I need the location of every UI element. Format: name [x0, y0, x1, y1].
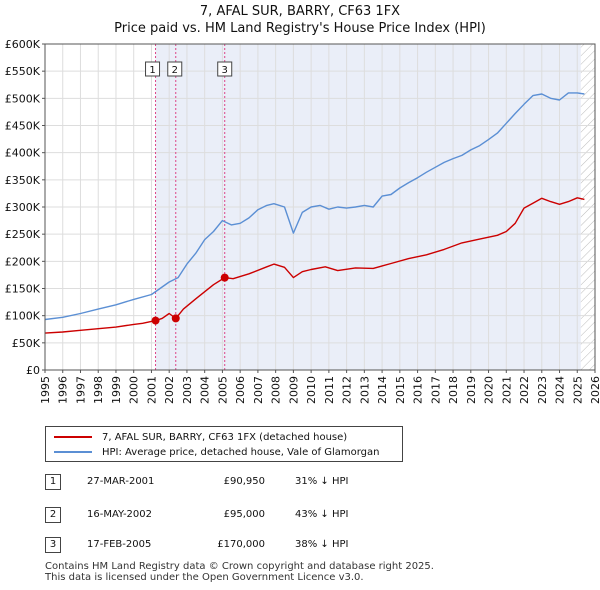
x-tick-label: 2019 [465, 376, 478, 404]
y-tick-label: £100K [5, 310, 41, 323]
sale-number: 1 [45, 474, 61, 490]
x-tick-label: 2000 [128, 376, 141, 404]
x-tick-label: 2022 [518, 376, 531, 404]
x-tick-label: 2017 [429, 376, 442, 404]
y-tick-label: £550K [5, 65, 41, 78]
y-tick-label: £600K [5, 38, 41, 51]
x-tick-label: 2016 [412, 376, 425, 404]
sale-number: 3 [45, 537, 61, 553]
sale-price: £90,950 [223, 476, 265, 487]
y-tick-label: £0 [26, 364, 40, 377]
x-tick-label: 2004 [199, 376, 212, 404]
sale-row: 2 16-MAY-2002 £95,000 43% ↓ HPI [45, 507, 445, 525]
sale-label-text: 2 [172, 65, 178, 76]
x-tick-label: 2003 [181, 376, 194, 404]
sale-row: 3 17-FEB-2005 £170,000 38% ↓ HPI [45, 537, 445, 555]
x-tick-label: 1997 [74, 376, 87, 404]
y-tick-label: £200K [5, 255, 41, 268]
legend-property-label: 7, AFAL SUR, BARRY, CF63 1FX (detached h… [102, 431, 348, 443]
y-tick-label: £450K [5, 120, 41, 133]
x-tick-label: 1999 [110, 376, 123, 404]
sale-point [171, 314, 180, 323]
legend-property-line [54, 436, 92, 438]
x-tick-label: 2018 [447, 376, 460, 404]
y-tick-label: £300K [5, 201, 41, 214]
sale-label-box [217, 61, 233, 77]
sale-hpi-diff: 43% ↓ HPI [295, 509, 349, 520]
x-tick-label: 2014 [376, 376, 389, 404]
sale-price: £95,000 [223, 509, 265, 520]
x-tick-label: 2005 [216, 376, 229, 404]
legend-hpi-line [54, 451, 92, 453]
x-tick-label: 2020 [483, 376, 496, 404]
x-tick-label: 2025 [571, 376, 584, 404]
x-tick-label: 2011 [323, 376, 336, 404]
footer-note: Contains HM Land Registry data © Crown c… [45, 561, 434, 583]
x-tick-label: 2006 [234, 376, 247, 404]
x-tick-label: 1996 [57, 376, 70, 404]
x-tick-label: 2010 [305, 376, 318, 404]
x-tick-label: 2023 [536, 376, 549, 404]
x-tick-label: 2026 [589, 376, 600, 404]
x-tick-label: 2008 [270, 376, 283, 404]
sale-point [151, 316, 160, 325]
sale-date: 16-MAY-2002 [87, 509, 153, 520]
footer-licence: This data is licensed under the Open Gov… [45, 572, 364, 583]
y-tick-label: £350K [5, 174, 41, 187]
sale-date: 17-FEB-2005 [87, 539, 152, 550]
legend-item-hpi: HPI: Average price, detached house, Vale… [54, 445, 380, 459]
legend-item-property: 7, AFAL SUR, BARRY, CF63 1FX (detached h… [54, 430, 347, 444]
x-tick-label: 2001 [145, 376, 158, 404]
sale-label-text: 3 [222, 65, 228, 76]
x-tick-label: 2002 [163, 376, 176, 404]
sale-label-text: 1 [149, 65, 155, 76]
x-tick-label: 2024 [554, 376, 567, 404]
x-tick-label: 2021 [500, 376, 513, 404]
sale-point [220, 273, 229, 282]
x-tick-label: 2012 [341, 376, 354, 404]
chart-subtitle: Price paid vs. HM Land Registry's House … [114, 21, 486, 36]
sale-row: 1 27-MAR-2001 £90,950 31% ↓ HPI [45, 474, 445, 492]
chart-legend: 7, AFAL SUR, BARRY, CF63 1FX (detached h… [45, 426, 403, 462]
x-tick-label: 1995 [39, 376, 52, 404]
price-chart: 1 2 3 £0 £50K £100K £150K £200K £250K £300K £350K £… [5, 38, 600, 404]
sale-date: 27-MAR-2001 [87, 476, 155, 487]
sale-label-box [167, 61, 183, 77]
footer-copyright: Contains HM Land Registry data © Crown c… [45, 561, 434, 572]
hpi-line [44, 92, 585, 321]
sale-price: £170,000 [217, 539, 265, 550]
sale-number: 2 [45, 507, 61, 523]
x-tick-label: 2015 [394, 376, 407, 404]
x-tick-label: 2009 [287, 376, 300, 404]
y-tick-label: £50K [12, 337, 41, 350]
sale-hpi-diff: 38% ↓ HPI [295, 539, 349, 550]
y-tick-label: £500K [5, 92, 41, 105]
y-tick-label: £400K [5, 147, 41, 160]
x-tick-label: 1998 [92, 376, 105, 404]
legend-hpi-label: HPI: Average price, detached house, Vale… [102, 446, 380, 458]
y-tick-label: £250K [5, 228, 41, 241]
sale-label-box [145, 61, 161, 77]
x-tick-label: 2007 [252, 376, 265, 404]
x-tick-label: 2013 [358, 376, 371, 404]
y-tick-label: £150K [5, 283, 41, 296]
sale-hpi-diff: 31% ↓ HPI [295, 476, 349, 487]
chart-title: 7, AFAL SUR, BARRY, CF63 1FX [199, 4, 401, 19]
